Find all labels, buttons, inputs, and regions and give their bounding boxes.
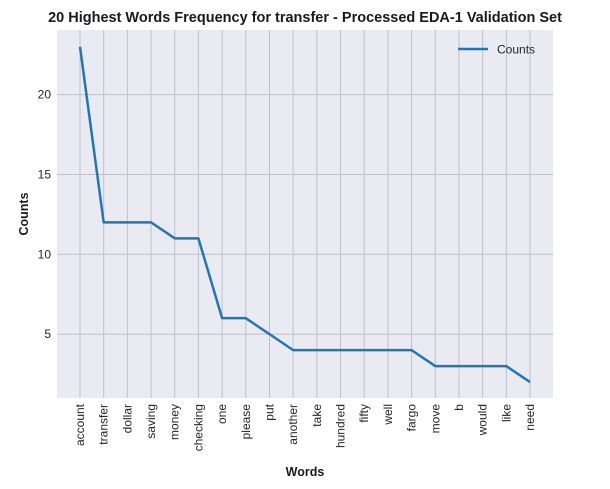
x-tick-label: hundred (334, 404, 348, 448)
series (78, 46, 531, 384)
y-tick-label: 5 (44, 327, 51, 341)
x-tick-label: account (73, 403, 87, 446)
x-axis-label: Words (286, 465, 325, 479)
x-tick-label: fifty (357, 404, 371, 423)
plot-area (57, 30, 553, 398)
x-tick-label: saving (144, 404, 158, 439)
grid (57, 30, 553, 398)
x-tick-label: another (286, 404, 300, 445)
x-tick-label: please (239, 404, 253, 440)
x-tick-label: take (310, 404, 324, 427)
y-axis-label: Counts (17, 192, 31, 235)
x-tick-label: money (168, 404, 182, 440)
y-tick-label: 20 (38, 88, 52, 102)
x-tick-label: would (476, 404, 490, 436)
x-tick-label: put (262, 403, 276, 420)
x-tick-label: dollar (120, 404, 134, 433)
x-tick-label: move (428, 404, 442, 434)
x-tick-label: one (215, 404, 229, 424)
x-tick-labels: account transfer dollar saving money checking… (73, 403, 537, 451)
legend-label: Counts (497, 43, 535, 57)
chart-title: 20 Highest Words Frequency for transfer … (48, 10, 562, 26)
x-tick-label: well (381, 404, 395, 426)
x-tick-label: like (499, 404, 513, 422)
series-line-counts (78, 46, 531, 384)
x-tick-label: b (452, 404, 466, 411)
x-tick-label: checking (191, 404, 205, 451)
y-tick-label: 15 (38, 167, 52, 181)
x-tick-label: need (523, 404, 537, 431)
x-tick-label: transfer (97, 404, 111, 445)
y-tick-labels: 5 10 15 20 (38, 88, 52, 341)
x-tick-label: fargo (405, 404, 419, 432)
legend: Counts (458, 43, 535, 57)
y-tick-label: 10 (38, 247, 52, 261)
